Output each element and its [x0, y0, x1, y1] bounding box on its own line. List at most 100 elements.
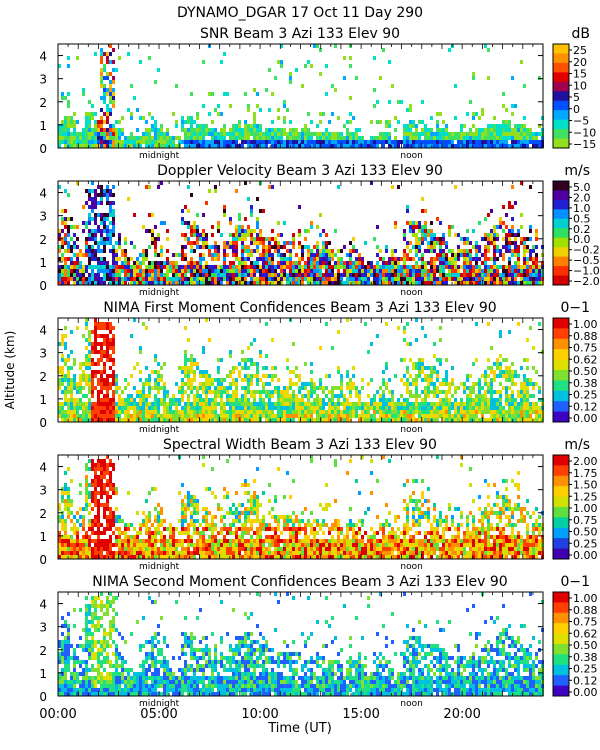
colorbar-label: 1.0: [573, 202, 591, 215]
y-tick-label: 0: [39, 416, 47, 430]
colorbar: 5.02.01.00.50.20.0−0.2−0.5−1.0−2.0: [552, 180, 600, 288]
colorbar-swatch: [553, 664, 569, 676]
colorbar-label: −1.0: [573, 265, 600, 278]
colorbar-swatch: [553, 370, 569, 381]
colorbar-swatch: [553, 349, 569, 360]
y-tick-label: 3: [39, 621, 47, 635]
time-marker-noon: noon: [400, 699, 422, 709]
colorbar-swatch: [553, 218, 569, 229]
colorbar-label: 0.38: [573, 651, 598, 664]
colorbar-swatch: [553, 390, 569, 402]
x-tick-label: 00:00: [39, 707, 76, 722]
y-tick-label: 1: [39, 393, 47, 407]
colorbar-swatch: [553, 654, 569, 666]
colorbar-unit: 0−1: [560, 300, 590, 316]
x-tick-label: 05:00: [140, 707, 177, 722]
colorbar-swatch: [553, 181, 569, 191]
colorbar-swatch: [553, 685, 569, 697]
colorbar-swatch: [553, 359, 569, 371]
y-tick-label: 0: [39, 142, 47, 156]
time-marker-noon: noon: [400, 151, 422, 161]
figure-title: DYNAMO_DGAR 17 Oct 11 Day 290: [177, 5, 423, 21]
x-tick-label: 10:00: [241, 707, 278, 722]
panel-3: NIMA First Moment Confidences Beam 3 Azi…: [39, 300, 597, 435]
colorbar-label: 0.50: [573, 365, 598, 378]
time-marker-midnight: midnight: [139, 288, 180, 298]
echo-field: [58, 455, 544, 559]
colorbar-swatch: [553, 199, 569, 210]
echo-field: [58, 318, 544, 422]
colorbar-label: 0.00: [573, 549, 598, 562]
y-tick-label: 2: [39, 507, 47, 521]
panel-title: Spectral Width Beam 3 Azi 133 Elev 90: [163, 437, 437, 453]
time-marker-noon: noon: [400, 562, 422, 572]
colorbar-swatch: [553, 190, 569, 201]
panel-1: SNR Beam 3 Azi 133 Elev 90 dB 0 1 2 3 4 midnigh…: [39, 26, 596, 161]
time-marker-midnight: midnight: [139, 699, 180, 709]
colorbar-swatch: [553, 275, 569, 286]
colorbar-swatch: [553, 119, 569, 130]
y-axis-label: Altitude (km): [3, 331, 17, 410]
echo-field: [58, 592, 544, 696]
colorbar-swatch: [553, 486, 569, 497]
colorbar-label: 0.2: [573, 223, 591, 236]
colorbar-label: −10: [573, 126, 596, 139]
y-tick-label: 4: [39, 598, 47, 612]
colorbar-label: 0.75: [573, 514, 598, 527]
colorbar-label: 0.38: [573, 377, 598, 390]
colorbar-swatch: [553, 338, 569, 350]
y-tick-label: 4: [39, 50, 47, 64]
colorbar-swatch: [553, 455, 569, 466]
panels-group: SNR Beam 3 Azi 133 Elev 90 dB 0 1 2 3 4 midnigh…: [39, 26, 599, 722]
colorbar-label: −5: [573, 115, 589, 128]
y-tick-label: 1: [39, 667, 47, 681]
y-tick-label: 2: [39, 370, 47, 384]
colorbar-swatch: [553, 507, 569, 518]
colorbar-swatch: [553, 237, 569, 248]
colorbar-label: 0.88: [573, 604, 598, 617]
colorbar-swatch: [553, 411, 569, 423]
colorbar-label: −0.5: [573, 254, 600, 267]
y-tick-label: 0: [39, 279, 47, 293]
colorbar-label: 0.25: [573, 537, 598, 550]
colorbar-swatch: [553, 465, 569, 477]
time-marker-midnight: midnight: [139, 151, 180, 161]
colorbar-label: −15: [573, 138, 596, 151]
y-tick-label: 2: [39, 644, 47, 658]
colorbar-label: 0.00: [573, 686, 598, 699]
colorbar-swatch: [553, 475, 569, 487]
colorbar-swatch: [553, 548, 569, 560]
colorbar-label: 0.75: [573, 616, 598, 629]
x-axis-label: Time (UT): [267, 721, 332, 736]
colorbar: 2.001.751.501.251.000.750.500.250.00: [552, 454, 598, 562]
x-tick-label: 15:00: [342, 707, 379, 722]
colorbar-label: 0.88: [573, 330, 598, 343]
x-tick-label: 20:00: [443, 707, 480, 722]
colorbar-swatch: [553, 538, 569, 549]
y-tick-label: 0: [39, 690, 47, 704]
time-marker-midnight: midnight: [139, 425, 180, 435]
colorbar-swatch: [553, 81, 569, 92]
colorbar-label: 25: [573, 44, 587, 57]
colorbar-label: 20: [573, 56, 587, 69]
colorbar-label: 5.0: [573, 181, 591, 194]
colorbar-swatch: [553, 209, 569, 220]
colorbar-label: 1.25: [573, 490, 598, 503]
colorbar-swatch: [553, 91, 569, 102]
colorbar-swatch: [553, 602, 569, 614]
y-tick-label: 4: [39, 461, 47, 475]
y-tick-label: 4: [39, 187, 47, 201]
colorbar-swatch: [553, 633, 569, 645]
echo-field: [58, 181, 544, 285]
colorbar-swatch: [553, 256, 569, 267]
colorbar-label: 1.00: [573, 502, 598, 515]
colorbar-swatch: [553, 401, 569, 412]
colorbar-swatch: [553, 644, 569, 655]
colorbar: 1.000.880.750.620.500.380.250.120.00: [552, 591, 598, 699]
colorbar-label: 2.0: [573, 191, 591, 204]
colorbar-swatch: [553, 72, 569, 83]
colorbar-swatch: [553, 318, 569, 329]
y-tick-label: 1: [39, 256, 47, 270]
